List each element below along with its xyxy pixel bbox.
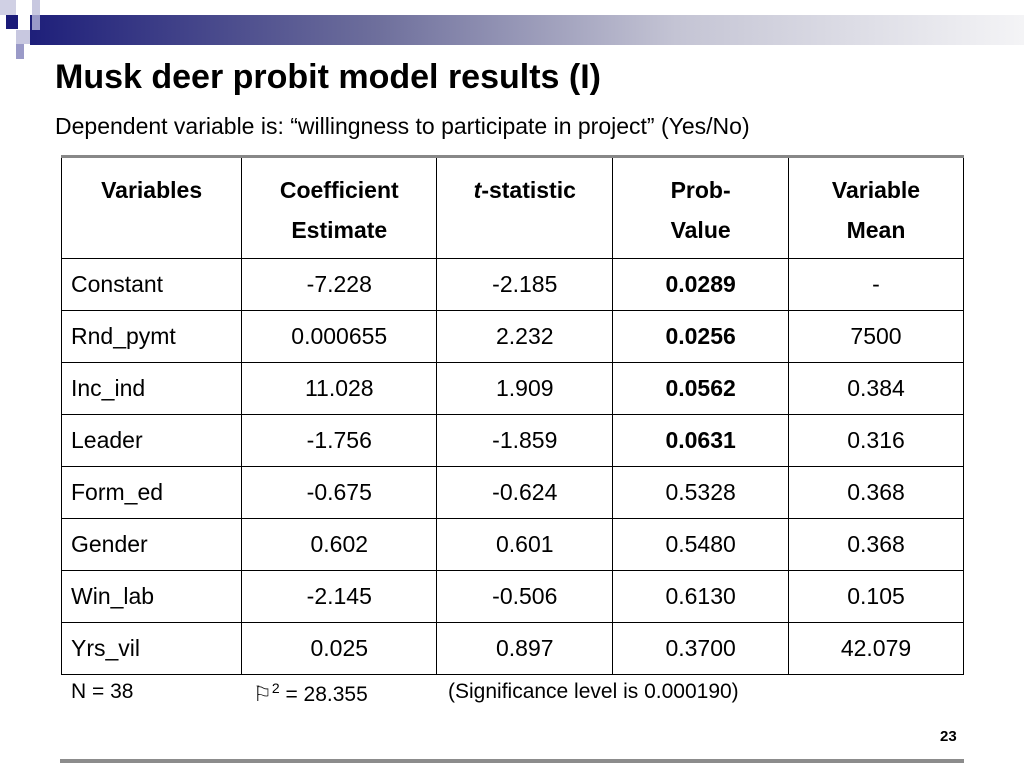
decor-square: [16, 44, 24, 59]
table-cell: Leader: [60, 414, 243, 467]
table-cell: 0.897: [436, 622, 614, 675]
decor-square: [32, 0, 40, 15]
table-cell: 42.079: [788, 622, 964, 675]
column-header: t-statistic: [436, 156, 614, 259]
footer-divider: [60, 759, 964, 763]
table-cell: 11.028: [241, 362, 438, 415]
table-cell: 0.368: [788, 518, 964, 571]
table-cell: -0.506: [436, 570, 614, 623]
column-header: Coefficient Estimate: [241, 156, 438, 259]
table-cell: 1.909: [436, 362, 614, 415]
table-cell: Constant: [60, 258, 243, 311]
table-cell: 7500: [788, 310, 964, 363]
table-row: Rnd_pymt 0.000655 2.232 0.0256 7500: [60, 310, 964, 363]
header-line: Variable: [831, 177, 921, 203]
table-cell: 0.105: [788, 570, 964, 623]
column-header: Variable Mean: [788, 156, 964, 259]
table-cell: Rnd_pymt: [60, 310, 243, 363]
table-cell: 0.0562: [612, 362, 789, 415]
table-cell: Yrs_vil: [60, 622, 243, 675]
header-line: Prob-: [670, 177, 731, 203]
table-cell: -2.145: [241, 570, 438, 623]
page-title: Musk deer probit model results (I): [55, 58, 601, 96]
header-line: -statistic: [481, 177, 576, 203]
table-row: Win_lab -2.145 -0.506 0.6130 0.105: [60, 570, 964, 623]
header-gradient-bar: [30, 15, 1024, 45]
table-cell: 0.368: [788, 466, 964, 519]
table-row: Leader -1.756 -1.859 0.0631 0.316: [60, 414, 964, 467]
chi-square-stat: ⚐2 = 28.355: [253, 680, 368, 707]
column-header: Prob- Value: [612, 156, 789, 259]
table-row: Yrs_vil 0.025 0.897 0.3700 42.079: [60, 622, 964, 675]
table-cell: 0.5480: [612, 518, 789, 571]
table-cell: -1.859: [436, 414, 614, 467]
table-cell: 0.0256: [612, 310, 789, 363]
table-cell: -: [788, 258, 964, 311]
column-header: Variables: [60, 156, 243, 259]
significance-note: (Significance level is 0.000190): [448, 680, 739, 703]
table-cell: 0.601: [436, 518, 614, 571]
table-cell: Form_ed: [60, 466, 243, 519]
header-line: Coefficient: [279, 177, 399, 203]
table-cell: -1.756: [241, 414, 438, 467]
decor-square: [6, 15, 18, 29]
header-line: Estimate: [291, 217, 388, 243]
header-line: Mean: [846, 217, 906, 243]
table-cell: Win_lab: [60, 570, 243, 623]
table-cell: 0.6130: [612, 570, 789, 623]
table-cell: Gender: [60, 518, 243, 571]
table-cell: 0.384: [788, 362, 964, 415]
page-number: 23: [940, 728, 957, 745]
table-cell: 0.602: [241, 518, 438, 571]
decor-square: [16, 30, 30, 44]
chi-symbol-icon: ⚐: [253, 683, 272, 706]
decor-square: [32, 15, 40, 30]
table-cell: 2.232: [436, 310, 614, 363]
header-line: t: [473, 177, 482, 203]
table-row: Gender 0.602 0.601 0.5480 0.368: [60, 518, 964, 571]
table-cell: 0.025: [241, 622, 438, 675]
table-cell: -7.228: [241, 258, 438, 311]
table-cell: -2.185: [436, 258, 614, 311]
chi-value: = 28.355: [279, 683, 368, 706]
header-line: Value: [670, 217, 731, 243]
subtitle: Dependent variable is: “willingness to p…: [55, 113, 750, 139]
sample-size: N = 38: [71, 680, 134, 703]
table-row: Constant -7.228 -2.185 0.0289-: [60, 258, 964, 311]
results-table: Variables Coefficient Estimate t-statistic P…: [60, 155, 964, 675]
table-cell: 0.0289: [612, 258, 789, 311]
table-cell: 0.0631: [612, 414, 789, 467]
chi-superscript: 2: [271, 680, 280, 696]
table-cell: -0.675: [241, 466, 438, 519]
table-row: Form_ed -0.675 -0.624 0.5328 0.368: [60, 466, 964, 519]
table-cell: 0.316: [788, 414, 964, 467]
table-cell: Inc_ind: [60, 362, 243, 415]
decor-square: [0, 0, 18, 15]
table-row: Inc_ind 11.028 1.909 0.0562 0.384: [60, 362, 964, 415]
header-line: Variables: [101, 177, 203, 203]
table-cell: 0.3700: [612, 622, 789, 675]
table-cell: 0.5328: [612, 466, 789, 519]
table-cell: 0.000655: [241, 310, 438, 363]
table-cell: -0.624: [436, 466, 614, 519]
